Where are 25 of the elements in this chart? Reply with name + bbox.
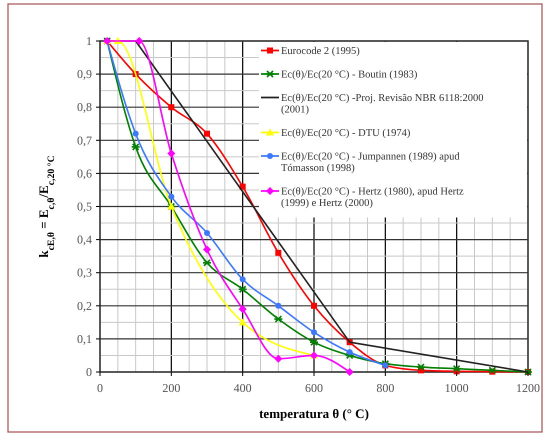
legend-label: Ec(θ)/Ec(20 °C) - Jumpannen (1989) apud Tómasson (1998) (281, 152, 460, 174)
y-tick-label: 0,6 (77, 166, 92, 180)
x-tick-label: 600 (305, 381, 323, 395)
legend-label: Ec(θ)/Ec(20 °C) - Hertz (1980), apud Hertz (1999) e Hertz (2000) (281, 186, 464, 209)
y-tick-label: 0 (86, 365, 92, 379)
y-tick-label: 0,1 (77, 332, 92, 346)
legend-label: Ec(θ)/Ec(20 °C) - DTU (1974) (281, 128, 411, 139)
y-tick-label: 0,2 (77, 298, 92, 313)
x-tick-label: 800 (376, 381, 394, 395)
x-tick-label: 200 (162, 381, 180, 395)
y-tick-label: 0,8 (77, 100, 92, 114)
x-axis-title: temperatura θ (° C) (259, 406, 369, 421)
legend-label: Eurocode 2 (1995) (281, 46, 360, 57)
legend-label: Ec(θ)/Ec(20 °C) - Boutin (1983) (281, 70, 418, 80)
x-tick-label: 0 (97, 381, 103, 395)
y-tick-label: 0,7 (77, 133, 92, 148)
x-tick-label: 1000 (444, 381, 469, 395)
legend-label: Ec(θ)/Ec(20 °C) -Proj. Revisão NBR 6118:2000 (2001) (281, 93, 484, 116)
y-tick-label: 0,3 (77, 266, 92, 280)
x-tick-label: 400 (234, 381, 252, 395)
y-tick-label: 0,4 (77, 232, 92, 247)
y-tick-label: 1 (86, 34, 92, 48)
y-tick-label: 0,5 (77, 200, 92, 214)
y-tick-label: 0,9 (77, 67, 92, 82)
x-tick-label: 1200 (516, 381, 540, 395)
